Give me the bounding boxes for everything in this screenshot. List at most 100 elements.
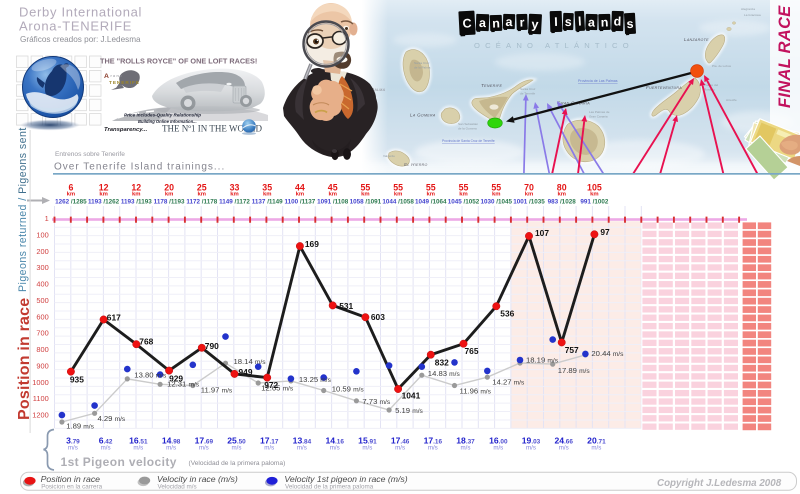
svg-text:C: C	[462, 16, 472, 30]
svg-text:11.96 m/s: 11.96 m/s	[460, 387, 492, 396]
svg-text:m/s: m/s	[395, 444, 405, 451]
svg-text:16.51: 16.51	[129, 436, 148, 446]
svg-text:100: 100	[36, 230, 48, 239]
svg-text:25: 25	[197, 182, 207, 192]
svg-text:Arona-TENERIFE: Arona-TENERIFE	[19, 19, 132, 34]
svg-text:18.37: 18.37	[456, 436, 475, 446]
svg-text:700: 700	[36, 329, 48, 338]
svg-text:PALMA: PALMA	[371, 87, 386, 92]
svg-text:11.97 m/s: 11.97 m/s	[201, 386, 233, 395]
svg-text:n: n	[492, 16, 500, 30]
svg-text:105: 105	[587, 182, 602, 192]
svg-text:LA GOMERA: LA GOMERA	[410, 113, 436, 118]
svg-text:I: I	[554, 15, 558, 29]
svg-text:1149 /1172: 1149 /1172	[219, 198, 250, 205]
svg-text:600: 600	[36, 312, 48, 321]
svg-text:Position in race: Position in race	[16, 298, 33, 420]
svg-text:536: 536	[500, 309, 514, 319]
svg-text:rona: rona	[111, 73, 124, 78]
svg-text:Velocidad de la primera paloma: Velocidad de la primera paloma	[285, 484, 374, 491]
svg-text:Gráficos creados por: J.Ledesm: Gráficos creados por: J.Ledesma	[20, 35, 141, 44]
svg-text:929: 929	[169, 374, 183, 384]
svg-text:A: A	[104, 73, 109, 80]
svg-text:14.98: 14.98	[162, 436, 181, 446]
svg-text:1193 /1193: 1193 /1193	[121, 198, 152, 205]
svg-text:12: 12	[99, 182, 109, 192]
svg-text:983 /1028: 983 /1028	[548, 198, 577, 205]
svg-text:832: 832	[435, 358, 449, 368]
svg-text:1100: 1100	[33, 394, 49, 403]
svg-text:OCÉANO ATLÁNTICO: OCÉANO ATLÁNTICO	[474, 41, 634, 50]
svg-text:603: 603	[371, 312, 385, 322]
svg-text:a: a	[479, 16, 487, 30]
svg-text:1137 /1149: 1137 /1149	[252, 198, 283, 205]
svg-text:(Velocidad de la primera palom: (Velocidad de la primera paloma)	[189, 460, 286, 467]
svg-text:1091 /1108: 1091 /1108	[317, 198, 349, 205]
svg-text:80: 80	[557, 182, 567, 192]
svg-text:m/s: m/s	[591, 444, 601, 451]
svg-text:Alegranza: Alegranza	[741, 7, 755, 11]
svg-text:4.29 m/s: 4.29 m/s	[98, 414, 126, 423]
svg-text:70: 70	[524, 182, 534, 192]
svg-text:991 /1002: 991 /1002	[580, 198, 609, 205]
svg-text:Transparency...: Transparency...	[104, 127, 148, 133]
svg-text:THE Nº1 IN THE WORLD: THE Nº1 IN THE WORLD	[162, 124, 262, 134]
svg-text:17.46: 17.46	[391, 436, 410, 446]
svg-text:900: 900	[36, 362, 48, 371]
svg-text:Rosario: Rosario	[704, 88, 715, 92]
svg-text:20: 20	[164, 182, 174, 192]
svg-text:1172 /1178: 1172 /1178	[186, 198, 217, 205]
svg-text:m/s: m/s	[133, 444, 143, 451]
svg-text:Price includes-Quality Relatio: Price includes-Quality Relationship	[124, 113, 201, 118]
svg-text:20.44 m/s: 20.44 m/s	[591, 349, 624, 358]
svg-text:Velocity 1st pigeon in race (m: Velocity 1st pigeon in race (m/s)	[284, 474, 407, 484]
svg-text:33: 33	[230, 182, 240, 192]
svg-text:r: r	[519, 15, 524, 29]
svg-text:Posicion en la carrera: Posicion en la carrera	[41, 484, 102, 491]
svg-text:Pigeons returned / Pigeons sen: Pigeons returned / Pigeons sent	[17, 127, 29, 292]
svg-text:17.69: 17.69	[195, 436, 214, 446]
svg-text:km: km	[492, 191, 501, 197]
svg-text:n: n	[600, 15, 608, 29]
svg-text:m/s: m/s	[428, 444, 438, 451]
svg-text:m/s: m/s	[330, 444, 340, 451]
svg-text:TENERIFE: TENERIFE	[481, 83, 502, 88]
svg-text:s: s	[626, 17, 634, 31]
svg-text:765: 765	[465, 346, 479, 356]
svg-text:km: km	[132, 191, 141, 197]
svg-text:TENERIFE: TENERIFE	[109, 80, 140, 86]
svg-text:m/s: m/s	[526, 444, 536, 451]
svg-text:1100 /1137: 1100 /1137	[284, 198, 315, 205]
svg-text:17.16: 17.16	[424, 436, 443, 446]
svg-text:de la Gomera: de la Gomera	[458, 127, 477, 131]
svg-text:km: km	[525, 191, 534, 197]
svg-text:800: 800	[36, 345, 48, 354]
svg-text:FINAL RACE: FINAL RACE	[776, 5, 794, 108]
svg-text:Santa Cruz: Santa Cruz	[520, 87, 536, 91]
svg-text:Entrenos sobre Tenerife: Entrenos sobre Tenerife	[55, 151, 125, 158]
svg-text:17.17: 17.17	[260, 436, 279, 446]
svg-text:15.91: 15.91	[358, 436, 377, 446]
svg-text:s: s	[565, 15, 572, 29]
svg-text:1041: 1041	[402, 391, 421, 401]
svg-text:972: 972	[264, 380, 278, 390]
svg-text:1045 /1052: 1045 /1052	[448, 198, 480, 205]
svg-text:7.73 m/s: 7.73 m/s	[362, 397, 390, 406]
svg-text:LANZAROTE: LANZAROTE	[684, 37, 709, 42]
svg-text:55: 55	[491, 182, 501, 192]
svg-text:14.83 m/s: 14.83 m/s	[428, 369, 461, 378]
svg-text:Over Tenerife Island trainings: Over Tenerife Island trainings...	[54, 162, 225, 173]
svg-text:500: 500	[36, 296, 48, 305]
svg-text:m/s: m/s	[232, 444, 242, 451]
svg-text:Provincia de Santa Cruz de Ten: Provincia de Santa Cruz de Tenerife	[442, 139, 495, 143]
svg-text:1001 /1035: 1001 /1035	[513, 198, 545, 205]
svg-text:790: 790	[205, 341, 219, 351]
svg-text:6.42: 6.42	[99, 436, 113, 446]
svg-text:12.65 m/s: 12.65 m/s	[261, 384, 294, 393]
svg-text:1200: 1200	[32, 411, 48, 420]
svg-text:1178 /1193: 1178 /1193	[154, 198, 185, 205]
svg-text:25.50: 25.50	[227, 436, 246, 446]
svg-text:Arrecife: Arrecife	[726, 98, 737, 102]
svg-text:13.25 m/s: 13.25 m/s	[299, 375, 332, 384]
svg-text:55: 55	[459, 182, 469, 192]
